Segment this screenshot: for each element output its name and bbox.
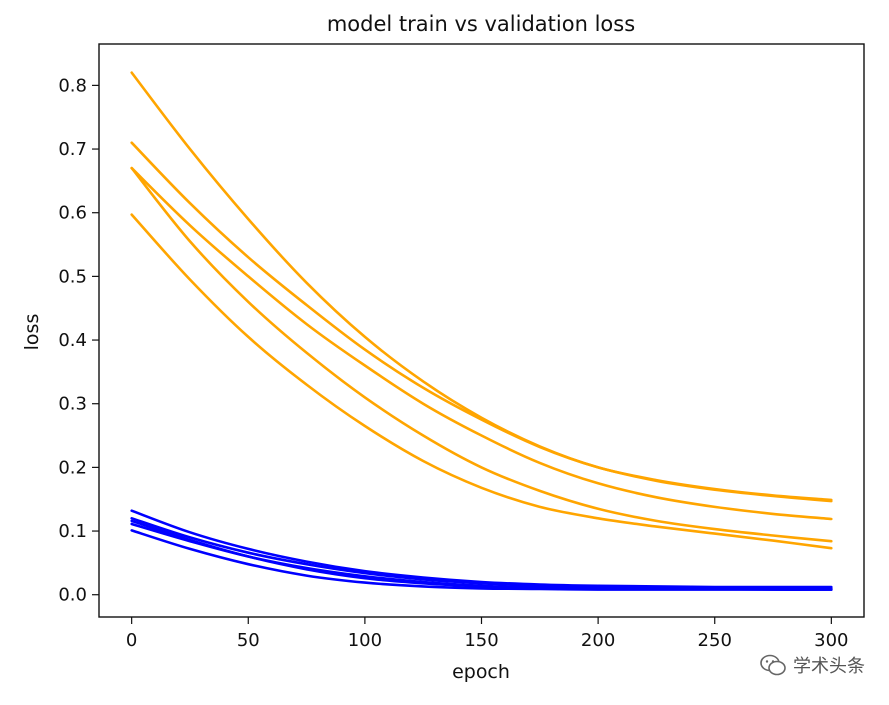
x-tick-label: 50 [237, 630, 260, 651]
series-layer [130, 71, 833, 591]
x-axis-label: epoch [452, 661, 510, 683]
y-tick-label: 0.6 [58, 203, 87, 224]
train-loss-line-10 [130, 529, 833, 591]
y-axis: 0.0 0.1 0.2 0.3 0.4 0.5 0.6 0.7 0.8 [58, 75, 99, 606]
watermark-text: 学术头条 [793, 656, 865, 677]
y-tick-label: 0.1 [58, 521, 87, 542]
x-tick-label: 300 [814, 630, 848, 651]
y-tick-label: 0.4 [58, 330, 87, 351]
y-tick-label: 0.5 [58, 266, 87, 287]
validation-loss-line-4 [130, 166, 833, 543]
validation-loss-line-3 [130, 166, 833, 521]
y-tick-label: 0.2 [58, 457, 87, 478]
x-tick-label: 0 [126, 630, 137, 651]
plot-frame [98, 43, 865, 618]
x-tick-label: 250 [698, 630, 732, 651]
wechat-icon [759, 653, 787, 677]
y-tick-label: 0.7 [58, 139, 87, 160]
x-tick-label: 200 [581, 630, 615, 651]
x-axis: 0 50 100 150 200 250 300 [126, 617, 849, 651]
chart-title: model train vs validation loss [327, 12, 635, 36]
y-tick-label: 0.0 [58, 585, 87, 606]
x-tick-label: 150 [464, 630, 498, 651]
y-tick-label: 0.8 [58, 75, 87, 96]
x-tick-label: 100 [348, 630, 382, 651]
y-axis-label: loss [21, 314, 43, 351]
validation-loss-line-2 [130, 141, 833, 503]
watermark: 学术头条 [759, 652, 865, 678]
validation-loss-line-5 [130, 213, 833, 550]
y-tick-label: 0.3 [58, 394, 87, 415]
